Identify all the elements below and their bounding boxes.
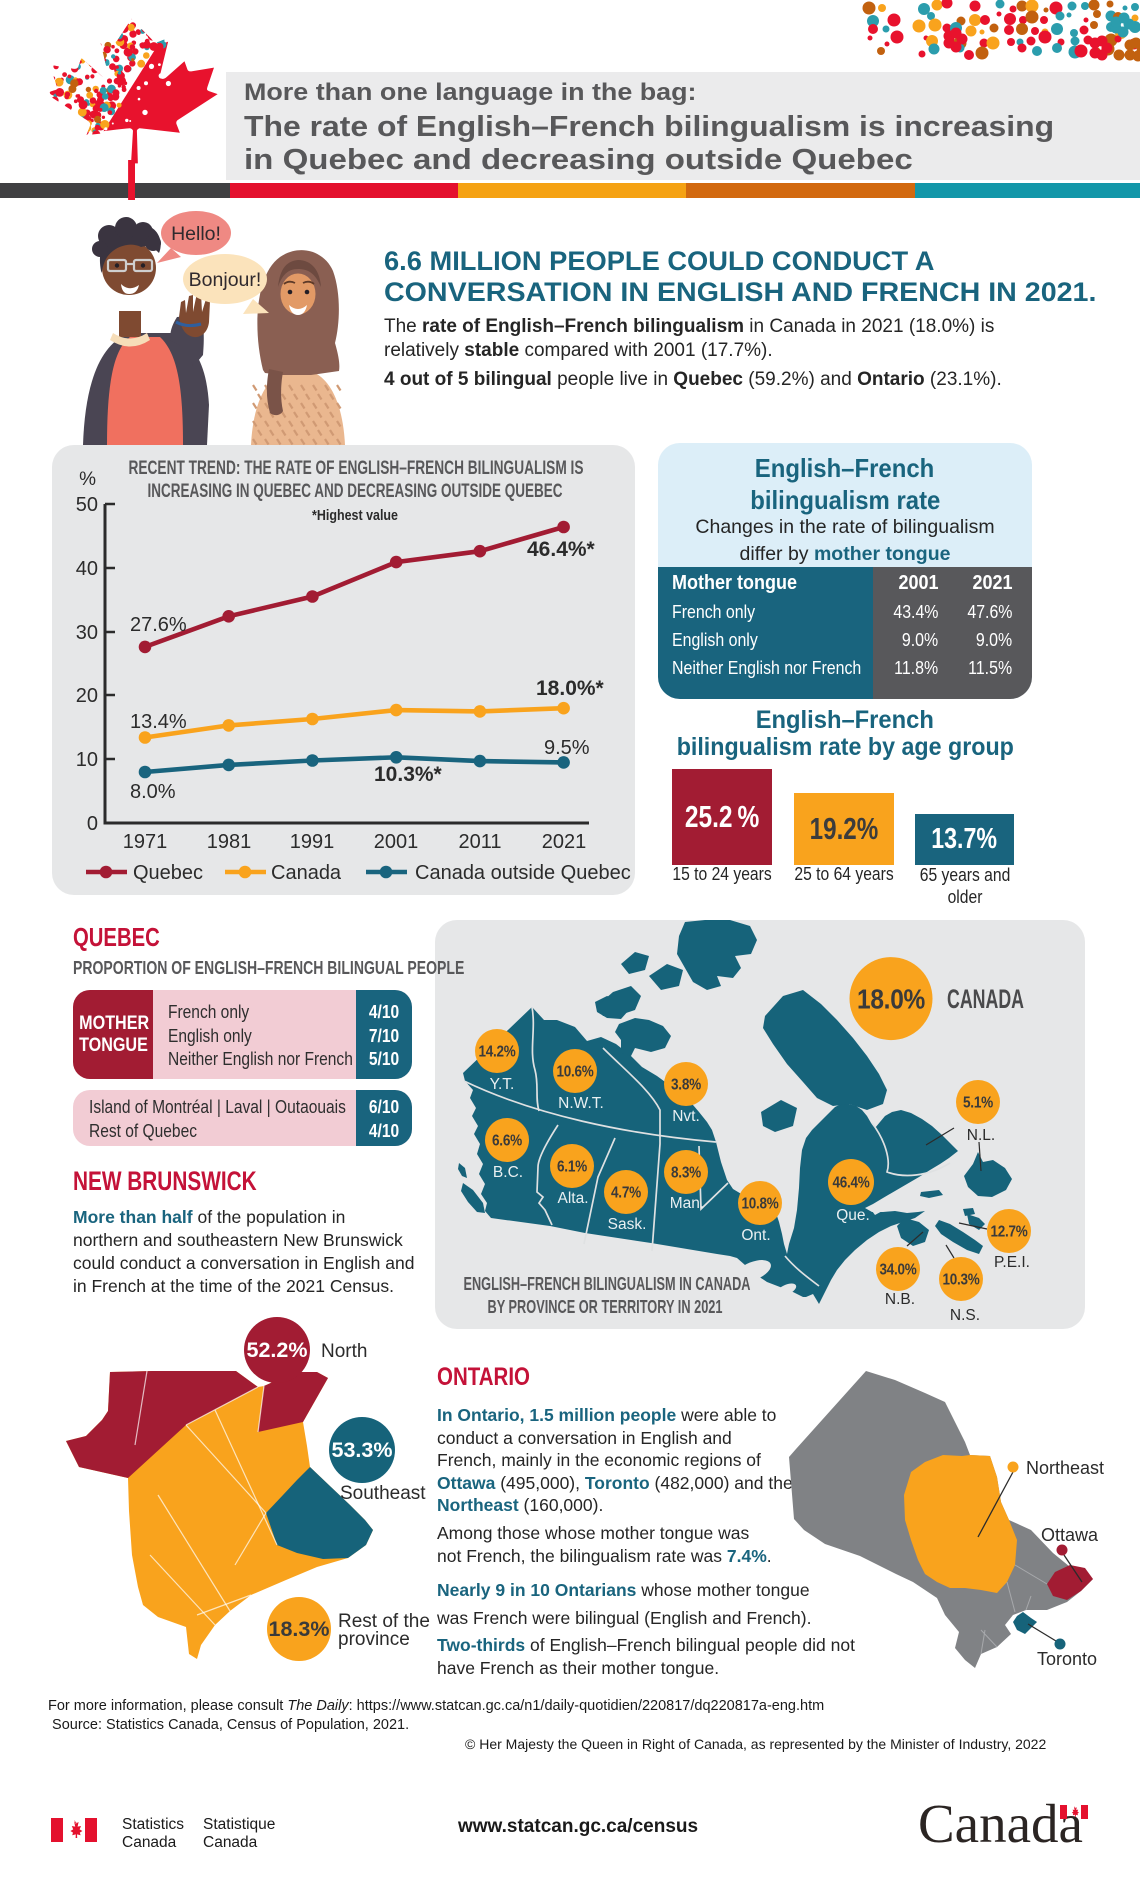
svg-text:N.S.: N.S.	[950, 1307, 980, 1324]
svg-text:10.6%: 10.6%	[557, 1064, 594, 1081]
svg-text:8.0%: 8.0%	[130, 781, 176, 803]
svg-text:Y.T.: Y.T.	[490, 1076, 515, 1093]
svg-text:Que.: Que.	[836, 1207, 870, 1224]
svg-text:Hello!: Hello!	[171, 223, 221, 245]
svg-text:Canada outside Quebec: Canada outside Quebec	[415, 862, 631, 884]
svg-text:Nvt.: Nvt.	[672, 1108, 700, 1125]
svg-text:18.0%*: 18.0%*	[536, 677, 605, 700]
svg-text:Rest of the: Rest of the	[338, 1611, 430, 1632]
svg-text:50: 50	[76, 494, 98, 516]
svg-text:10.8%: 10.8%	[742, 1196, 779, 1213]
svg-text:N.B.: N.B.	[885, 1291, 915, 1308]
svg-text:Man.: Man.	[670, 1195, 704, 1212]
svg-text:1991: 1991	[290, 831, 335, 853]
svg-text:Northeast: Northeast	[1026, 1458, 1104, 1478]
svg-text:Bonjour!: Bonjour!	[189, 269, 262, 291]
svg-text:8.3%: 8.3%	[671, 1165, 701, 1182]
svg-text:1981: 1981	[207, 831, 252, 853]
svg-text:1971: 1971	[123, 831, 168, 853]
svg-text:N.L.: N.L.	[967, 1127, 995, 1144]
svg-text:Ont.: Ont.	[741, 1227, 770, 1244]
svg-text:P.E.I.: P.E.I.	[994, 1254, 1030, 1271]
svg-text:N.W.T.: N.W.T.	[558, 1095, 604, 1112]
svg-text:6.1%: 6.1%	[557, 1159, 587, 1176]
svg-text:34.0%: 34.0%	[880, 1262, 917, 1279]
svg-text:10: 10	[76, 749, 98, 771]
svg-text:BY PROVINCE OR TERRITORY IN 20: BY PROVINCE OR TERRITORY IN 2021	[488, 1297, 723, 1317]
svg-text:4.7%: 4.7%	[611, 1185, 641, 1202]
svg-text:27.6%: 27.6%	[130, 614, 187, 636]
svg-text:Sask.: Sask.	[608, 1216, 647, 1233]
svg-text:2011: 2011	[458, 831, 501, 853]
svg-text:Southeast: Southeast	[340, 1483, 426, 1504]
svg-text:Canada: Canada	[271, 862, 342, 884]
svg-text:12.7%: 12.7%	[991, 1224, 1028, 1241]
svg-text:9.5%: 9.5%	[544, 737, 590, 759]
svg-text:0: 0	[87, 813, 98, 835]
svg-text:INCREASING IN QUEBEC AND DECRE: INCREASING IN QUEBEC AND DECREASING OUTS…	[148, 481, 563, 502]
svg-text:40: 40	[76, 558, 98, 580]
svg-text:North: North	[321, 1341, 367, 1362]
svg-text:5.1%: 5.1%	[963, 1095, 993, 1112]
svg-text:Ottawa: Ottawa	[1041, 1525, 1099, 1545]
svg-text:Alta.: Alta.	[557, 1190, 588, 1207]
svg-text:3.8%: 3.8%	[671, 1077, 701, 1094]
svg-text:53.3%: 53.3%	[332, 1439, 393, 1462]
svg-text:2001: 2001	[374, 831, 419, 853]
svg-text:Toronto: Toronto	[1037, 1649, 1097, 1669]
svg-text:CANADA: CANADA	[947, 984, 1024, 1014]
svg-text:18.0%: 18.0%	[857, 984, 925, 1015]
svg-text:Quebec: Quebec	[133, 862, 203, 884]
svg-text:%: %	[79, 469, 96, 490]
svg-text:10.3%: 10.3%	[943, 1272, 980, 1289]
svg-text:B.C.: B.C.	[493, 1164, 523, 1181]
svg-text:province: province	[338, 1629, 410, 1650]
svg-text:14.2%: 14.2%	[479, 1044, 516, 1061]
svg-text:10.3%*: 10.3%*	[374, 763, 443, 786]
svg-text:52.2%: 52.2%	[247, 1339, 308, 1362]
svg-text:46.4%*: 46.4%*	[527, 538, 596, 561]
svg-text:6.6%: 6.6%	[492, 1133, 522, 1150]
svg-text:20: 20	[76, 685, 98, 707]
svg-text:13.4%: 13.4%	[130, 711, 187, 733]
svg-text:*Highest value: *Highest value	[312, 508, 398, 524]
svg-text:RECENT TREND: THE RATE OF ENGL: RECENT TREND: THE RATE OF ENGLISH–FRENCH…	[129, 458, 584, 479]
svg-text:30: 30	[76, 622, 98, 644]
svg-text:2021: 2021	[542, 831, 587, 853]
svg-text:46.4%: 46.4%	[833, 1175, 870, 1192]
svg-text:18.3%: 18.3%	[269, 1618, 330, 1641]
svg-text:ENGLISH–FRENCH BILINGUALISM IN: ENGLISH–FRENCH BILINGUALISM IN CANADA	[464, 1274, 751, 1294]
